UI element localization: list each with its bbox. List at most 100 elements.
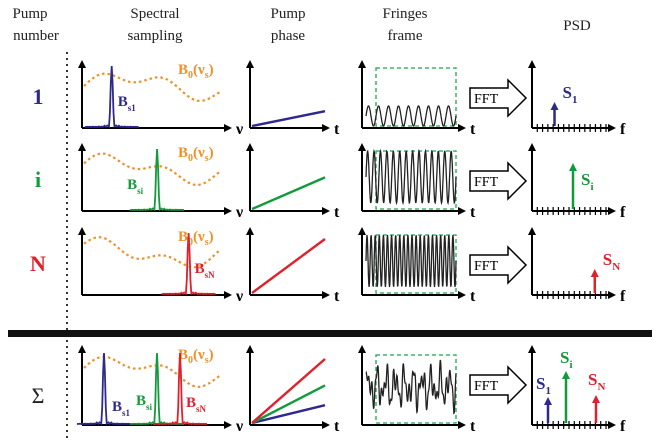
sampled-peak-1 (129, 352, 185, 426)
spectral-x-label: ν (235, 121, 243, 138)
peak-label-main: B (127, 177, 137, 193)
spectral-x-label: ν (235, 418, 243, 435)
envelope-label-part: B (178, 347, 188, 363)
header-phase-line2: phase (271, 28, 305, 44)
row-label: 1 (33, 84, 44, 109)
fringes-y-arrow (358, 345, 366, 353)
envelope-label-part: 0 (188, 237, 193, 248)
sum-psd-label-i-sub: i (569, 359, 572, 371)
psd-x-arrow (608, 207, 616, 215)
source-envelope (83, 72, 221, 103)
envelope-label-part: ) (209, 145, 214, 161)
psd-y-arrow (528, 227, 536, 235)
envelope-label: B0(νs) (178, 62, 214, 81)
sampled-peak (161, 232, 216, 296)
fft-arrow (469, 78, 528, 118)
phase-x-arrow (322, 421, 330, 429)
fft-arrow (469, 245, 528, 285)
envelope-label: B0(νs) (178, 145, 214, 164)
sum-psd-label-N: SN (588, 370, 605, 393)
phase-x-arrow (322, 207, 330, 215)
phase-y-arrow (246, 143, 254, 151)
psd-label-sub: 1 (572, 94, 578, 106)
psd-label-main: S (563, 83, 572, 102)
phase-y-arrow (246, 60, 254, 68)
spectral-x-label: ν (235, 288, 243, 305)
phase-y-arrow (246, 345, 254, 353)
envelope-label-part: s (205, 153, 209, 164)
psd-x-label: f (620, 288, 626, 305)
psd-y-arrow (528, 143, 536, 151)
column-headers: Pump number Spectral sampling Pump phase… (12, 6, 590, 44)
spectral-x-arrow (224, 207, 232, 215)
sampled-peak-2 (152, 352, 208, 426)
peak-label: BsN (195, 261, 216, 280)
psd-x-arrow (608, 421, 616, 429)
frame-window (375, 67, 457, 127)
sum-peak-label-1: Bs1 (112, 399, 131, 418)
sum-psd-label-N-sub: N (597, 381, 605, 393)
phase-ramp-2 (251, 358, 326, 424)
header-spectral-line2: sampling (128, 28, 183, 44)
fft-arrow (469, 365, 528, 405)
psd-spike-head (590, 269, 599, 277)
envelope-label-part: s (205, 237, 209, 248)
phase-x-arrow (322, 291, 330, 299)
psd-x-label: f (620, 418, 626, 435)
peak-label-sub: sN (205, 270, 216, 280)
phase-x-label: t (334, 288, 340, 305)
phase-ramp-0 (251, 404, 326, 425)
fringe-signal (365, 105, 457, 127)
spectral-y-arrow (78, 227, 86, 235)
envelope-label-part: B (178, 229, 188, 245)
fringes-x-label: t (470, 121, 476, 138)
psd-x-label: f (620, 121, 626, 138)
fringes-x-arrow (458, 291, 466, 299)
envelope-label-part: ) (209, 229, 214, 245)
peak-label-main: B (195, 261, 205, 277)
envelope-label-part: (ν (193, 229, 205, 245)
sum-peak-label-i-sub: si (146, 402, 153, 412)
fringes-x-arrow (458, 207, 466, 215)
phase-ramp-1 (251, 384, 326, 425)
psd-label: Si (581, 170, 594, 193)
header-pump-number-line2: number (13, 28, 59, 44)
header-fringes-line2: frame (388, 28, 423, 44)
phase-ramp (251, 238, 326, 294)
phase-x-label: t (334, 204, 340, 221)
sum-psd-label-1-sub: 1 (545, 385, 551, 397)
fringes-x-label: t (470, 418, 476, 435)
envelope-label-part: (ν (193, 62, 205, 78)
spectral-x-arrow (224, 421, 232, 429)
row-label: i (35, 167, 41, 192)
sum-psd-label-i-main: S (560, 348, 569, 367)
fringes-y-arrow (358, 227, 366, 235)
phase-ramp (251, 110, 326, 128)
fft-label: FFT (474, 92, 499, 107)
psd-spike-head (550, 102, 559, 110)
psd-spike-0-head (544, 397, 552, 405)
sum-peak-label-i: Bsi (136, 393, 153, 412)
psd-label: S1 (563, 83, 578, 106)
phase-ramp (251, 176, 326, 211)
fringes-x-arrow (458, 124, 466, 132)
envelope-label-part: ) (209, 62, 214, 78)
envelope-label-part: ) (209, 347, 214, 363)
fft-label: FFT (474, 175, 499, 190)
psd-x-label: f (620, 204, 626, 221)
phase-y-arrow (246, 227, 254, 235)
fringe-signal (365, 359, 457, 415)
envelope-label-part: B (178, 62, 188, 78)
header-fringes-line1: Fringes (383, 6, 428, 22)
peak-label-sub: s1 (128, 103, 137, 113)
sum-separator-bar (8, 330, 652, 337)
fringes-x-label: t (470, 288, 476, 305)
psd-label-sub: i (590, 181, 593, 193)
header-phase-line1: Pump (270, 6, 305, 22)
psd-y-arrow (528, 345, 536, 353)
spectral-x-arrow (224, 124, 232, 132)
sum-psd-label-1-main: S (536, 374, 545, 393)
spectral-y-arrow (78, 60, 86, 68)
